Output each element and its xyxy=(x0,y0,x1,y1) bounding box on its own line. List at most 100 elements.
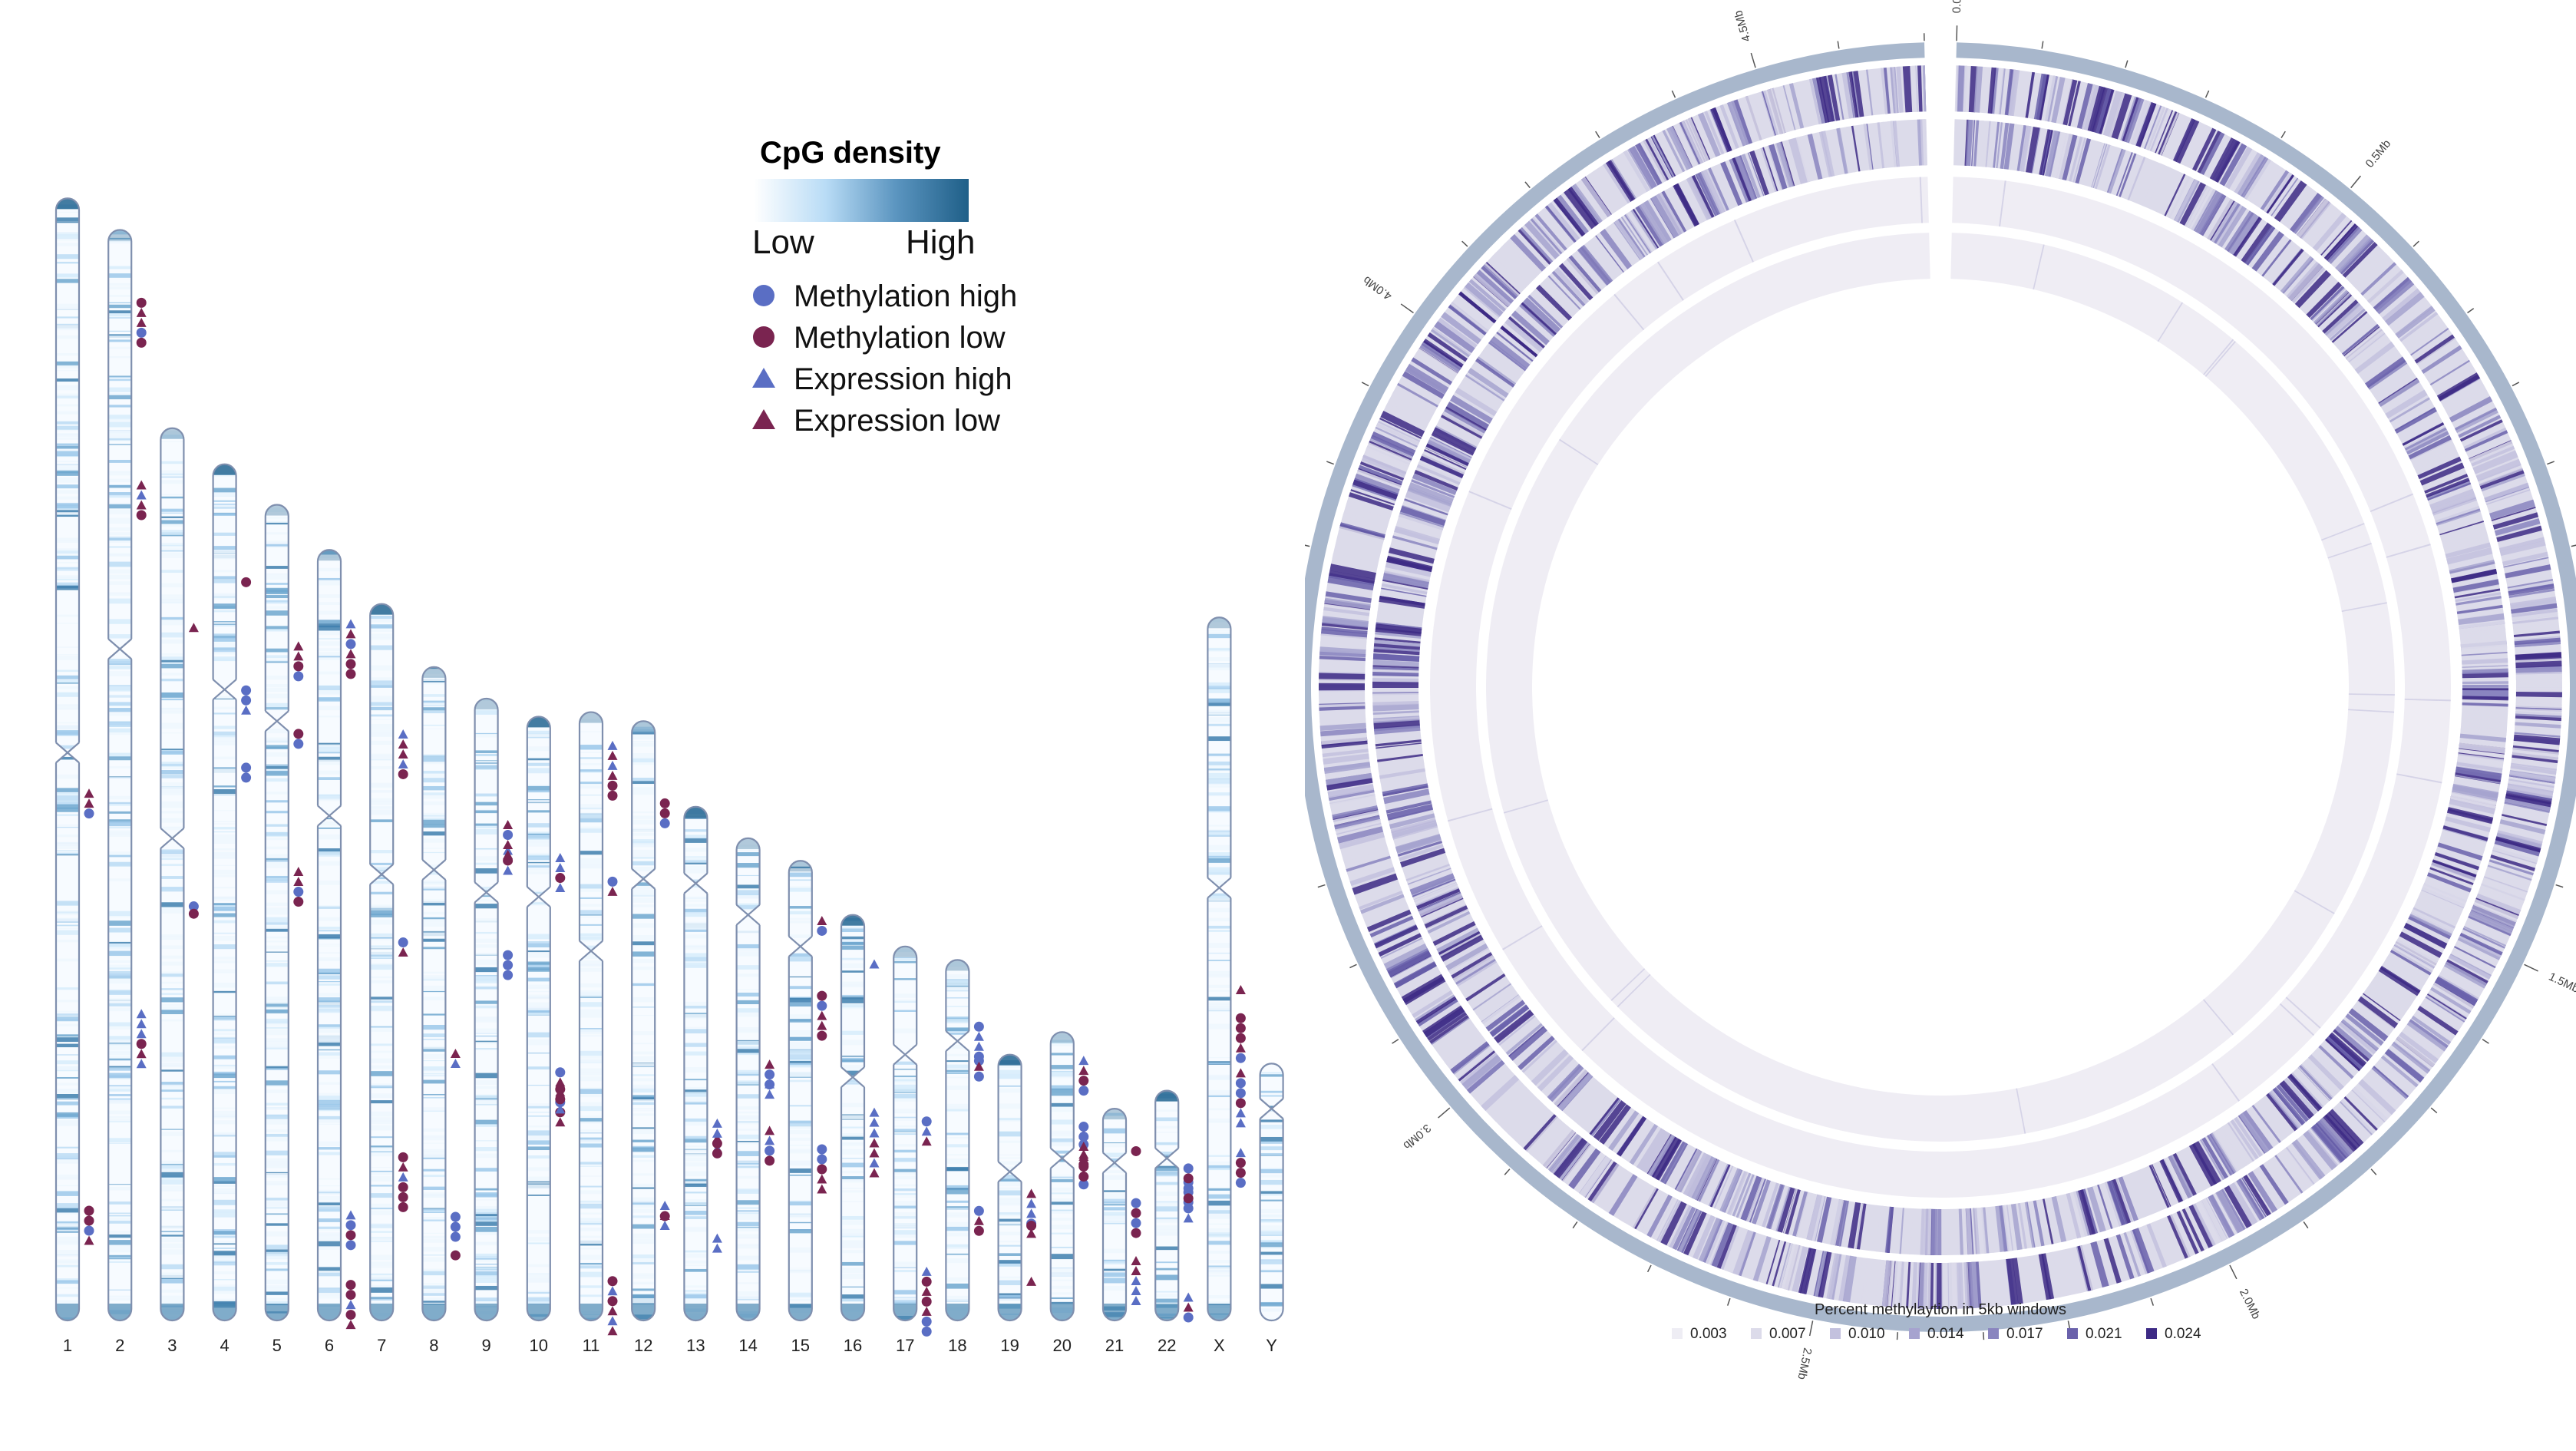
methylation-marker xyxy=(712,1139,722,1149)
methylation-marker xyxy=(608,781,618,791)
methylation-marker xyxy=(84,1226,94,1236)
methylation-marker xyxy=(1184,1193,1194,1203)
methylation-marker xyxy=(293,739,303,749)
marker-track xyxy=(84,788,94,1244)
methylation-marker xyxy=(1236,1098,1246,1108)
methylation-marker xyxy=(398,1192,408,1202)
axis-tick-label: 4.0Mb xyxy=(1361,273,1395,302)
expression-marker xyxy=(1026,1198,1036,1208)
expression-marker xyxy=(765,1125,774,1135)
chromosome-label: 3 xyxy=(167,1336,177,1355)
expression-marker xyxy=(137,1049,147,1058)
expression-marker xyxy=(765,1089,774,1099)
methylation-marker xyxy=(346,1220,356,1230)
methylation-marker xyxy=(608,791,618,801)
methylation-track-4 xyxy=(1486,233,2395,1142)
methylation-marker xyxy=(817,1145,827,1155)
expression-marker xyxy=(1078,1066,1088,1075)
expression-marker xyxy=(398,729,408,739)
axis-tick-label: 0.5Mb xyxy=(2363,137,2394,170)
chromosome-label: 4 xyxy=(220,1336,229,1355)
marker-track xyxy=(765,1059,774,1165)
expression-marker xyxy=(1026,1277,1036,1286)
chromosome-label: Y xyxy=(1266,1336,1277,1355)
expression-marker xyxy=(398,739,408,749)
chromosome-Y: Y xyxy=(1259,1063,1285,1355)
axis-tick-label: 3.0Mb xyxy=(1401,1121,1434,1152)
chromosome-20: 20 xyxy=(1049,1032,1089,1355)
methylation-marker xyxy=(241,762,251,772)
marker-track xyxy=(451,1049,461,1261)
methylation-marker xyxy=(451,1212,461,1222)
cpg-density-bands xyxy=(266,505,289,1320)
marker-track xyxy=(1131,1146,1141,1305)
methylation-marker xyxy=(1078,1132,1088,1142)
chromosome-15: 15 xyxy=(788,861,827,1355)
expression-marker xyxy=(870,1129,880,1138)
expression-marker xyxy=(765,1059,774,1069)
chromosome-body xyxy=(632,721,655,1320)
methylation-marker xyxy=(974,1022,984,1032)
methylation-marker xyxy=(137,298,147,308)
expression-marker xyxy=(346,629,356,638)
expression-marker xyxy=(870,1158,880,1168)
methylation-marker xyxy=(660,798,670,808)
methylation-marker xyxy=(189,909,199,919)
marker-track xyxy=(870,960,880,1178)
expression-marker xyxy=(974,1042,984,1051)
expression-marker xyxy=(1236,1108,1246,1117)
axis-tick-label: 0.0Mb xyxy=(1950,0,1964,13)
methylation-marker xyxy=(1131,1208,1141,1218)
methylation-marker xyxy=(660,818,670,828)
chromosome-9: 9 xyxy=(474,699,514,1355)
expression-marker xyxy=(922,1267,932,1276)
chromosome-16: 16 xyxy=(840,915,880,1355)
methylation-marker xyxy=(503,960,513,970)
marker-track xyxy=(660,798,670,1230)
methylation-marker xyxy=(346,1280,356,1290)
chromosome-14: 14 xyxy=(735,838,775,1355)
expression-marker xyxy=(660,1221,670,1230)
chromosome-18: 18 xyxy=(944,960,984,1355)
expression-marker xyxy=(1131,1296,1141,1305)
methylation-marker xyxy=(451,1222,461,1232)
expression-marker xyxy=(1236,1068,1246,1077)
chromosome-label: 5 xyxy=(272,1336,282,1355)
methylation-marker xyxy=(1236,1088,1246,1098)
expression-marker xyxy=(660,1201,670,1210)
axis-tick-label: 4.5Mb xyxy=(1732,8,1753,43)
marker-track xyxy=(555,853,565,1126)
colorbar-value: 0.024 xyxy=(2165,1326,2201,1342)
methylation-marker xyxy=(817,991,827,1001)
methylation-marker xyxy=(1236,1078,1246,1088)
marker-track xyxy=(817,916,827,1194)
colorbar-swatch xyxy=(2146,1328,2157,1339)
methylation-marker xyxy=(1236,1013,1246,1023)
colorbar-title: Percent methylaytion in 5kb windows xyxy=(1815,1301,2066,1318)
legend-marker-label: Expression high xyxy=(794,362,1012,396)
expression-marker xyxy=(712,1234,722,1243)
chromosome-19: 19 xyxy=(997,1055,1037,1355)
expression-marker xyxy=(712,1129,722,1138)
marker-track xyxy=(1078,1056,1088,1189)
expression-marker xyxy=(974,1032,984,1041)
expression-marker xyxy=(870,960,880,969)
expression-marker xyxy=(503,840,513,849)
expression-marker xyxy=(1131,1286,1141,1295)
methylation-marker xyxy=(974,1206,984,1216)
marker-track xyxy=(189,623,199,918)
chromosome-body xyxy=(527,716,550,1320)
axis-tick-label: 2.5Mb xyxy=(1795,1347,1814,1380)
expression-marker xyxy=(293,867,303,876)
colorbar-value: 0.010 xyxy=(1848,1326,1885,1342)
expression-marker xyxy=(241,706,251,715)
expression-marker xyxy=(137,500,147,509)
expression-marker xyxy=(608,1286,618,1295)
chromosome-label: 2 xyxy=(115,1336,124,1355)
expression-marker xyxy=(189,623,199,632)
methylation-marker xyxy=(922,1116,932,1126)
expression-marker xyxy=(137,480,147,489)
methylation-marker xyxy=(817,1001,827,1011)
methylation-marker xyxy=(922,1297,932,1307)
